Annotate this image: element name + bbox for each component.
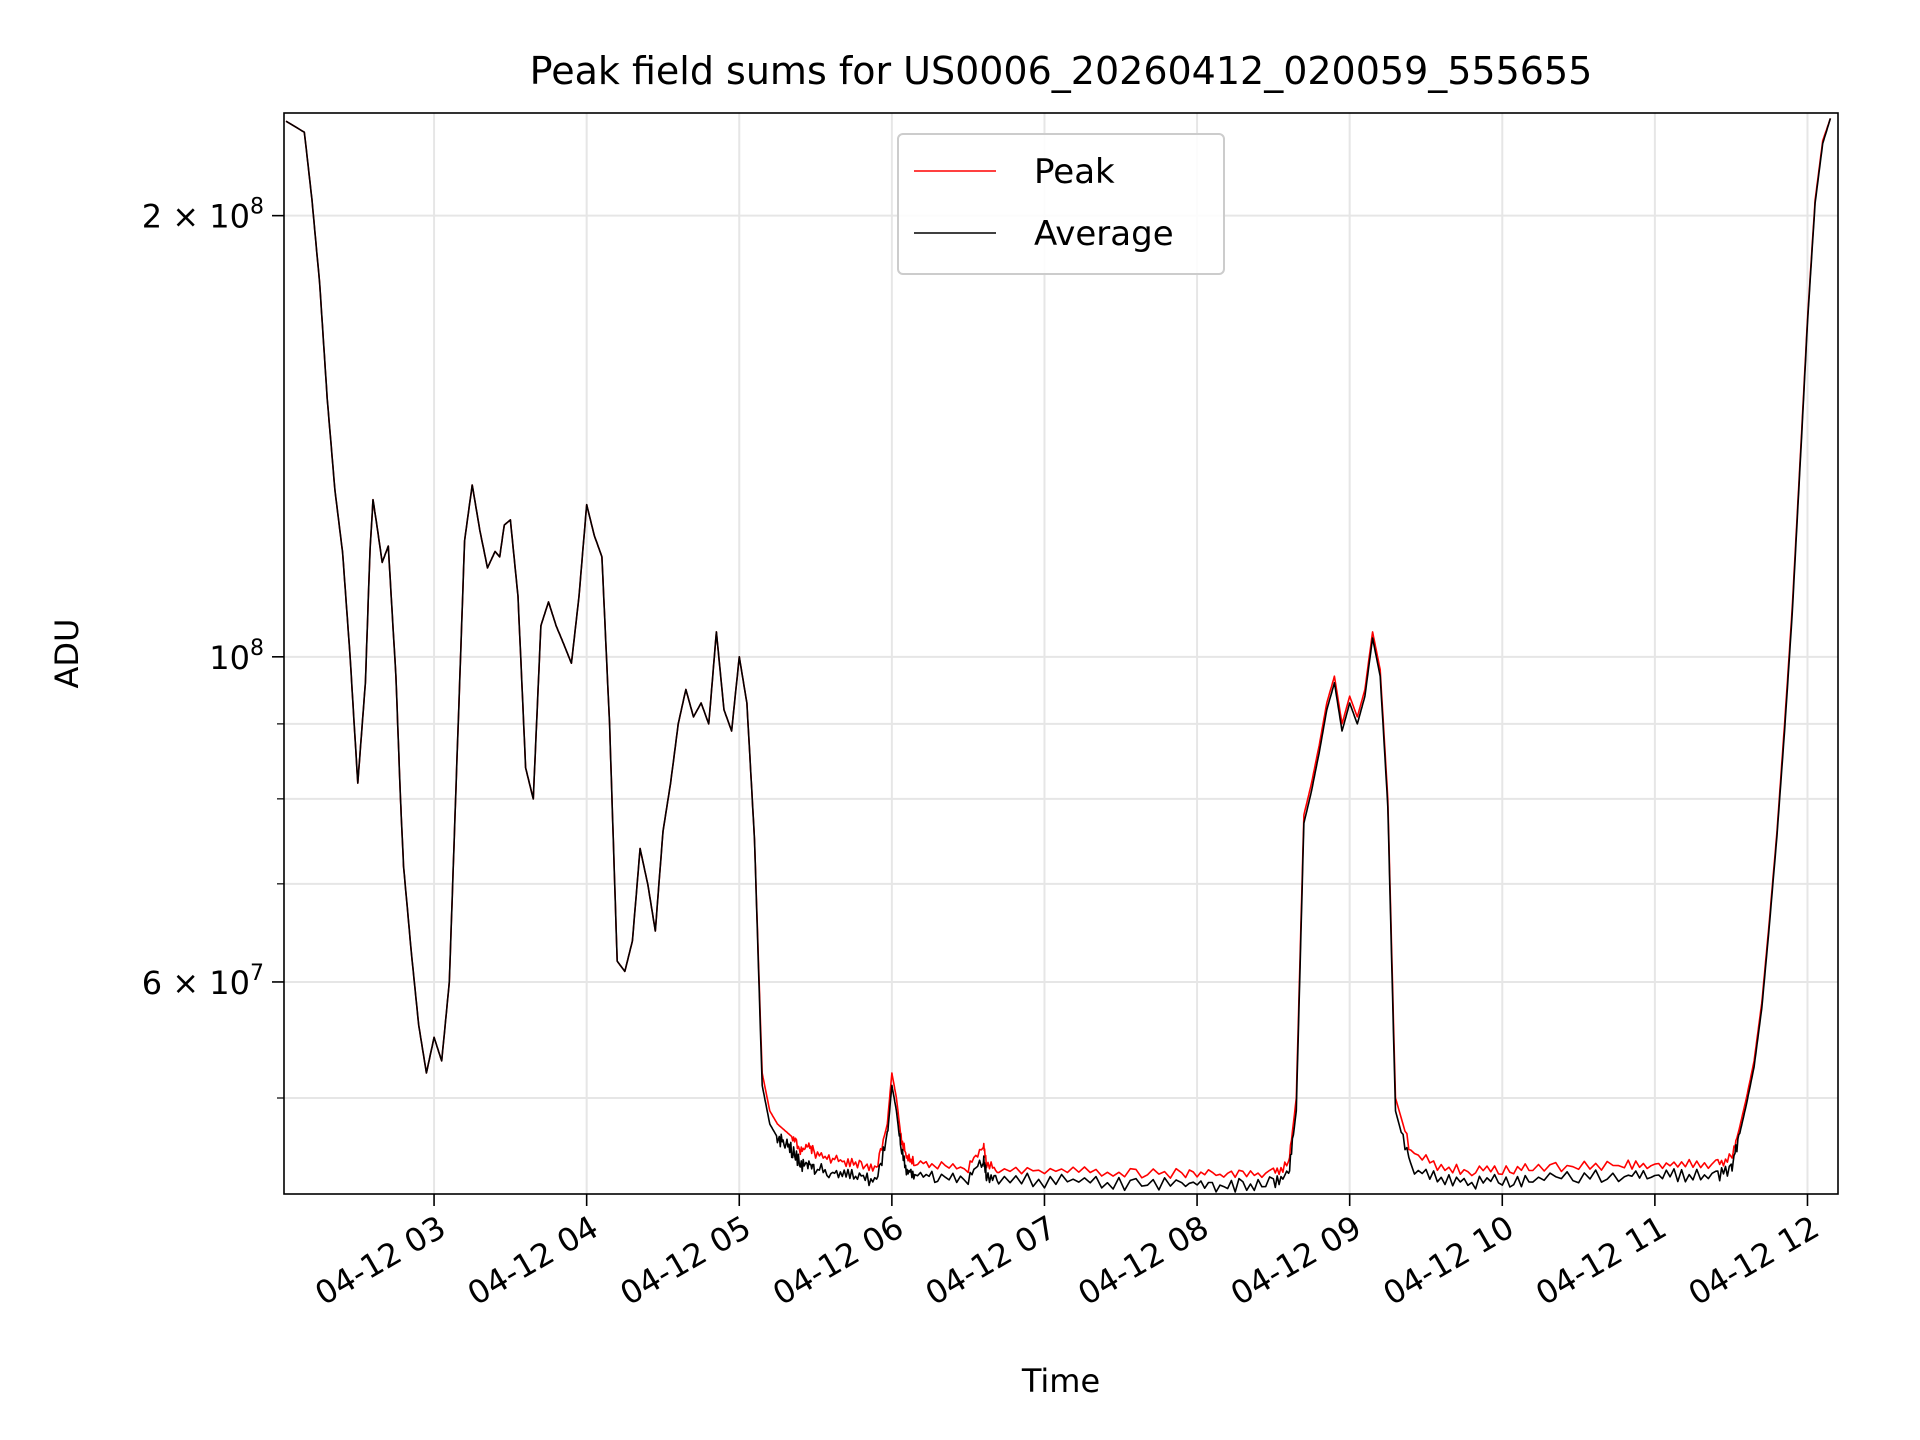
- x-axis-label: Time: [1021, 1362, 1100, 1400]
- y-axis-label: ADU: [48, 619, 86, 689]
- legend: Peak Average: [897, 133, 1225, 275]
- y-axis-ticks: 2 × 108 108 6 × 107: [142, 195, 284, 1099]
- y-tick-label: 6 × 107: [142, 961, 264, 1002]
- plot-frame: [283, 112, 1839, 1195]
- legend-label-average: Average: [1034, 214, 1174, 254]
- legend-box: [897, 133, 1225, 275]
- series-line-average: [285, 118, 1832, 1193]
- y-tick-label: 108: [209, 636, 264, 677]
- chart-title: Peak field sums for US0006_20260412_0200…: [530, 49, 1593, 93]
- y-tick-label: 2 × 108: [142, 195, 264, 236]
- series-lines: [285, 118, 1832, 1193]
- legend-label-peak: Peak: [1034, 152, 1115, 192]
